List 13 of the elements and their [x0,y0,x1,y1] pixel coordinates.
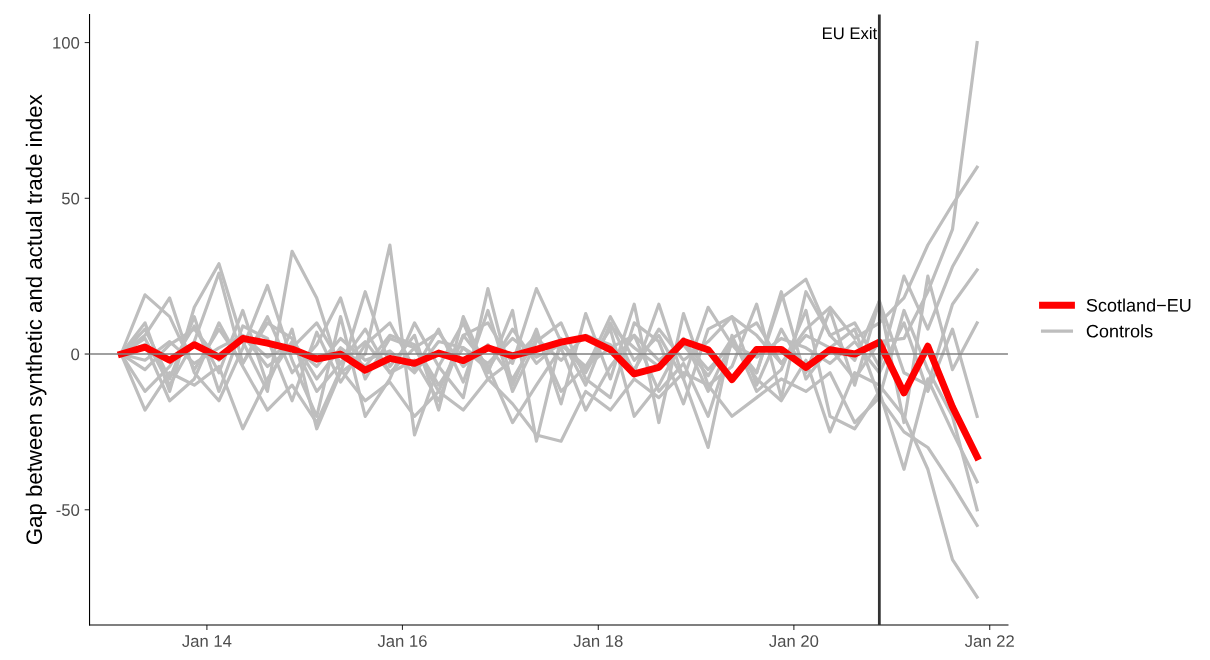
y-tick-label: -50 [56,504,80,516]
legend-label: Controls [1086,324,1153,338]
y-tick-label: 50 [61,192,80,205]
y-axis-title: Gap between synthetic and actual trade index [25,94,47,545]
x-tick-label: Jan 20 [769,635,819,647]
y-tick-label: 100 [53,36,80,49]
y-tick-label: 0 [71,348,80,361]
x-tick-label: Jan 22 [964,635,1014,647]
legend-label: Scotland−EU [1086,298,1191,312]
x-tick-label: Jan 14 [182,635,232,647]
ref-line-label: EU Exit [822,26,878,40]
x-tick-label: Jan 16 [377,635,427,647]
x-tick-label: Jan 18 [573,635,623,647]
